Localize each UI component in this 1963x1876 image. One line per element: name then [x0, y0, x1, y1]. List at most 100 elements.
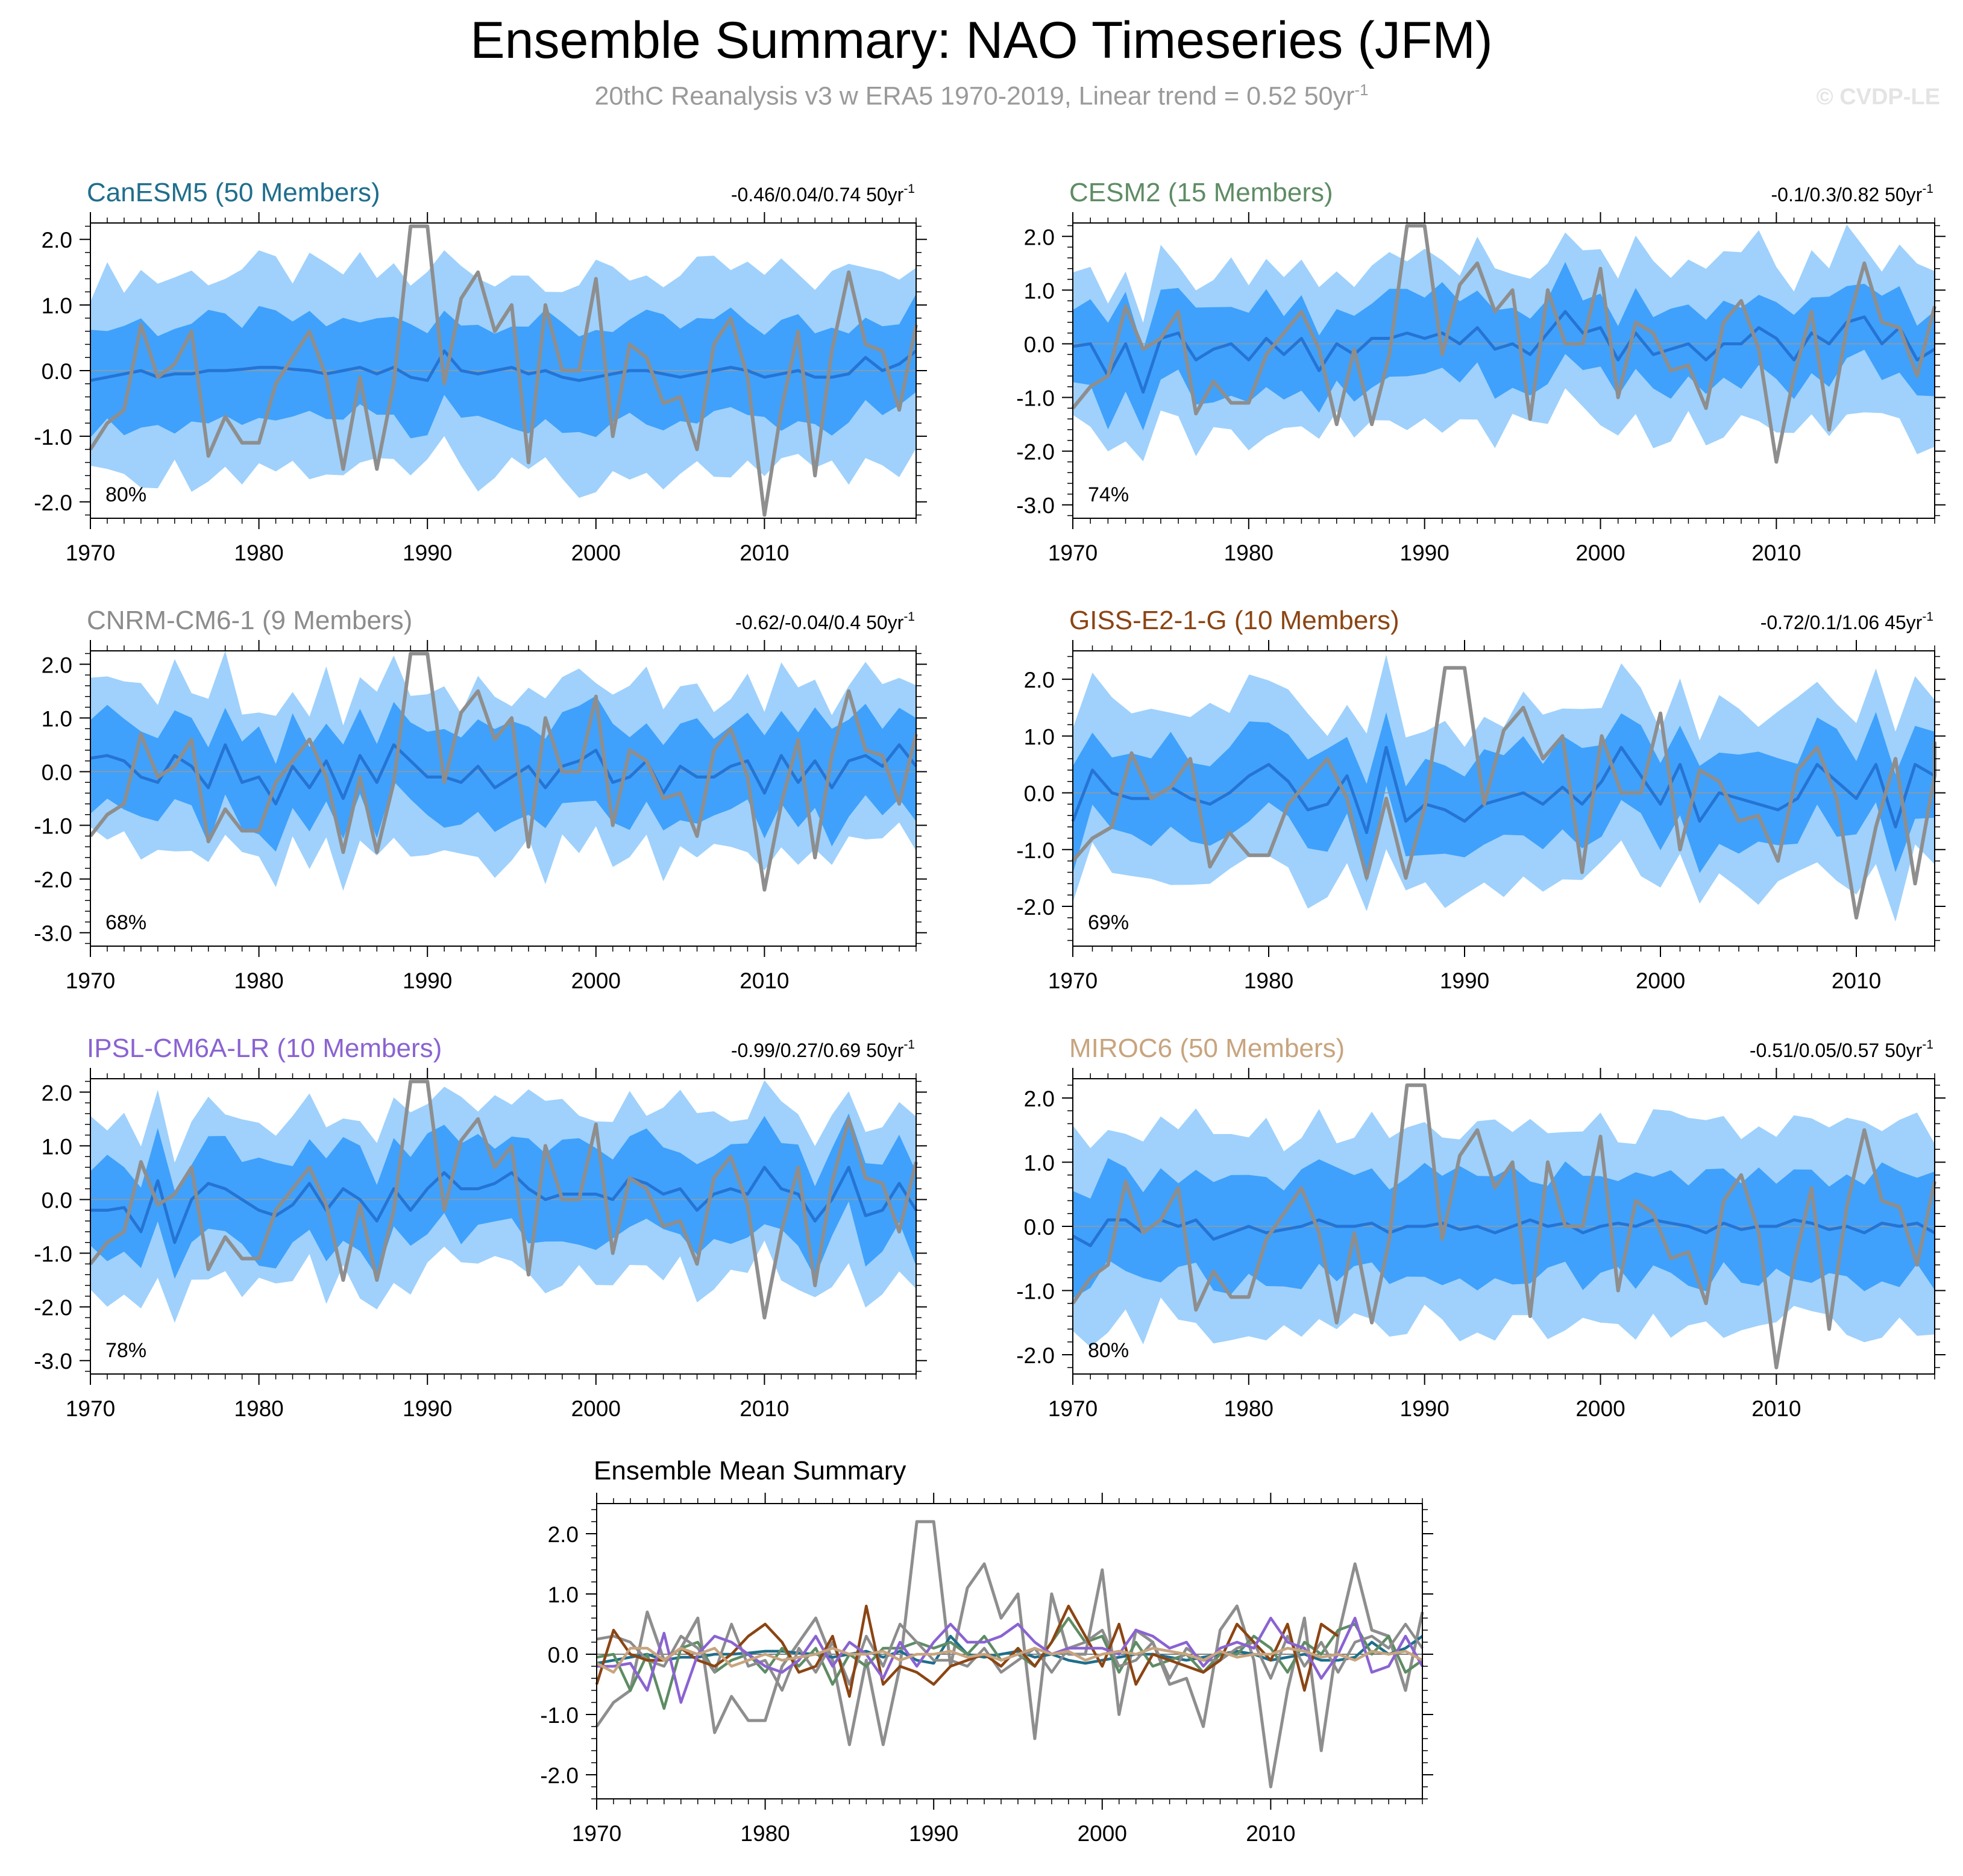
panel-giss-e2-1-g-ytick-label: -2.0 — [1016, 895, 1055, 920]
panel-ipsl-cm6a-lr-inner-spread-band — [90, 1113, 916, 1279]
panel-canesm5-inner-spread-band — [90, 293, 916, 439]
panel-canesm5-ensemble-mean-line — [90, 349, 917, 382]
panel-cnrm-cm6-1-trend-label: -0.62/-0.04/0.4 50yr-1 — [735, 610, 915, 633]
summary-line-ipsl-cm6a-lr — [597, 1616, 1424, 1704]
panel-canesm5-title: CanESM5 (50 Members) — [87, 178, 380, 207]
panel-miroc6: -2.0 -1.0 0.0 1.0 2.0 1970 1980 1990 2000 2010 MIR… — [1016, 1034, 1946, 1421]
summary-ytick-label: -1.0 — [540, 1703, 579, 1728]
panel-giss-e2-1-g-percent-label: 69% — [1088, 911, 1129, 934]
panel-canesm5-xtick-label: 1970 — [66, 541, 115, 565]
panel-ipsl-cm6a-lr-ytick-label: 1.0 — [42, 1134, 72, 1159]
panel-ipsl-cm6a-lr-percent-label: 78% — [105, 1339, 146, 1362]
panel-miroc6-ytick-label: -2.0 — [1016, 1343, 1055, 1368]
panel-ensemble-mean-summary: -2.0 -1.0 0.0 1.0 2.0 1970 1980 1990 2000 2010 Ens… — [540, 1456, 1433, 1846]
panel-cesm2-trend-label: -0.1/0.3/0.82 50yr-1 — [1771, 182, 1933, 205]
panel-miroc6-xtick-label: 2000 — [1575, 1396, 1625, 1421]
subtitle-exponent: -1 — [1354, 81, 1369, 99]
panel-canesm5-xtick-label: 1990 — [403, 541, 452, 565]
panel-canesm5-ytick-label: 2.0 — [42, 228, 72, 253]
panel-miroc6-xtick-label: 1970 — [1048, 1396, 1098, 1421]
panel-giss-e2-1-g-xtick-label: 2010 — [1832, 968, 1881, 993]
summary-xtick-label: 1970 — [572, 1821, 621, 1846]
panel-canesm5-observation-line — [89, 224, 918, 517]
panel-cesm2-ensemble-mean-line — [1072, 310, 1936, 394]
panel-cnrm-cm6-1-xtick-label: 1990 — [403, 968, 452, 993]
panel-cesm2-xtick-label: 1970 — [1048, 541, 1098, 565]
panel-cesm2-ytick-label: 1.0 — [1024, 278, 1055, 303]
summary-xtick-label: 2010 — [1246, 1821, 1295, 1846]
panel-cnrm-cm6-1-ensemble-mean-line — [90, 743, 917, 806]
panel-ipsl-cm6a-lr-xtick-label: 1980 — [234, 1396, 283, 1421]
panel-miroc6-ytick-label: 2.0 — [1024, 1087, 1055, 1111]
summary-xtick-label: 1980 — [740, 1821, 790, 1846]
panel-canesm5-ytick-label: -2.0 — [34, 491, 72, 515]
panel-ipsl-cm6a-lr-observation-line — [89, 1079, 918, 1320]
summary-line-cnrm-cm6-1 — [596, 1622, 1424, 1692]
panel-cesm2-ytick-label: -3.0 — [1016, 494, 1055, 518]
panel-canesm5-ytick-label: -1.0 — [34, 425, 72, 450]
figure-title: Ensemble Summary: NAO Timeseries (JFM) — [470, 11, 1493, 69]
panel-canesm5-xtick-label: 2000 — [571, 541, 621, 565]
panel-giss-e2-1-g-xtick-label: 1980 — [1244, 968, 1293, 993]
panel-miroc6-ytick-label: -1.0 — [1016, 1279, 1055, 1304]
summary-observation-line — [595, 1520, 1424, 1789]
panel-giss-e2-1-g-ytick-label: 1.0 — [1024, 724, 1055, 749]
panel-canesm5-ytick-label: 0.0 — [42, 359, 72, 384]
panel-giss-e2-1-g-ytick-label: 2.0 — [1024, 668, 1055, 692]
panel-ipsl-cm6a-lr-ytick-label: -1.0 — [34, 1242, 72, 1267]
panel-cnrm-cm6-1-frame — [90, 650, 917, 947]
panel-ipsl-cm6a-lr-xtick-label: 2010 — [740, 1396, 789, 1421]
panel-cesm2-xtick-label: 1980 — [1224, 541, 1274, 565]
panel-cnrm-cm6-1-xtick-label: 1970 — [66, 968, 115, 993]
panel-cesm2-percent-label: 74% — [1088, 483, 1129, 506]
panel-cnrm-cm6-1: -3.0 -2.0 -1.0 0.0 1.0 2.0 1970 1980 1990 2000 201… — [34, 606, 927, 993]
panel-canesm5: -2.0 -1.0 0.0 1.0 2.0 1970 1980 1990 2000 2010 Can… — [34, 178, 927, 565]
panel-ipsl-cm6a-lr-xtick-label: 1990 — [403, 1396, 452, 1421]
panel-cnrm-cm6-1-ytick-label: 1.0 — [42, 706, 72, 731]
panel-cnrm-cm6-1-ytick-label: -1.0 — [34, 814, 72, 839]
panel-cnrm-cm6-1-observation-line — [89, 651, 918, 892]
panel-miroc6-title: MIROC6 (50 Members) — [1069, 1034, 1345, 1063]
panel-cesm2-ytick-label: -1.0 — [1016, 386, 1055, 411]
subtitle-text: 20thC Reanalysis v3 w ERA5 1970-2019, Li… — [594, 81, 1355, 111]
panel-canesm5-percent-label: 80% — [105, 483, 146, 506]
summary-title: Ensemble Mean Summary — [594, 1456, 906, 1485]
panel-miroc6-xtick-label: 2010 — [1751, 1396, 1801, 1421]
summary-line-miroc6 — [595, 1646, 1424, 1674]
panel-cesm2-ytick-label: 2.0 — [1024, 225, 1055, 249]
panel-cnrm-cm6-1-xtick-label: 2010 — [740, 968, 789, 993]
summary-line-giss-e2-1-g — [595, 1604, 1339, 1698]
panel-miroc6-percent-label: 80% — [1088, 1339, 1129, 1362]
panel-cesm2-frame — [1072, 222, 1935, 519]
credit-label: © CVDP-LE — [1816, 84, 1940, 110]
panel-canesm5-xtick-label: 1980 — [234, 541, 283, 565]
panel-miroc6-xtick-label: 1980 — [1224, 1396, 1274, 1421]
panel-cnrm-cm6-1-xtick-label: 1980 — [234, 968, 283, 993]
panel-miroc6-ytick-label: 1.0 — [1024, 1150, 1055, 1175]
panel-cesm2-xtick-label: 2010 — [1751, 541, 1801, 565]
summary-ytick-label: 2.0 — [548, 1522, 579, 1547]
panel-miroc6-ytick-label: 0.0 — [1024, 1215, 1055, 1240]
panel-cnrm-cm6-1-title: CNRM-CM6-1 (9 Members) — [87, 606, 412, 635]
panel-giss-e2-1-g-xtick-label: 2000 — [1636, 968, 1685, 993]
summary-xtick-label: 1990 — [909, 1821, 958, 1846]
panel-giss-e2-1-g-title: GISS-E2-1-G (10 Members) — [1069, 606, 1399, 635]
summary-xtick-label: 2000 — [1078, 1821, 1127, 1846]
panel-cesm2-observation-line — [1071, 224, 1936, 464]
panel-ipsl-cm6a-lr-ytick-label: -2.0 — [34, 1296, 72, 1320]
panel-ipsl-cm6a-lr-xtick-label: 2000 — [571, 1396, 621, 1421]
panel-giss-e2-1-g-ytick-label: -1.0 — [1016, 838, 1055, 863]
panel-ipsl-cm6a-lr-xtick-label: 1970 — [66, 1396, 115, 1421]
panel-canesm5-xtick-label: 2010 — [740, 541, 789, 565]
summary-ytick-label: -2.0 — [540, 1763, 579, 1788]
panel-miroc6-observation-line — [1071, 1083, 1936, 1370]
summary-ytick-label: 0.0 — [548, 1643, 579, 1667]
panel-cesm2-xtick-label: 2000 — [1575, 541, 1625, 565]
panel-ipsl-cm6a-lr: -3.0 -2.0 -1.0 0.0 1.0 2.0 1970 1980 1990 2000 201… — [34, 1034, 927, 1421]
panel-giss-e2-1-g-observation-line — [1071, 666, 1936, 920]
panel-canesm5-ytick-label: 1.0 — [42, 293, 72, 318]
figure-subtitle: 20thC Reanalysis v3 w ERA5 1970-2019, Li… — [0, 81, 1963, 111]
panel-cnrm-cm6-1-percent-label: 68% — [105, 911, 146, 934]
panel-miroc6-trend-label: -0.51/0.05/0.57 50yr-1 — [1750, 1038, 1933, 1061]
